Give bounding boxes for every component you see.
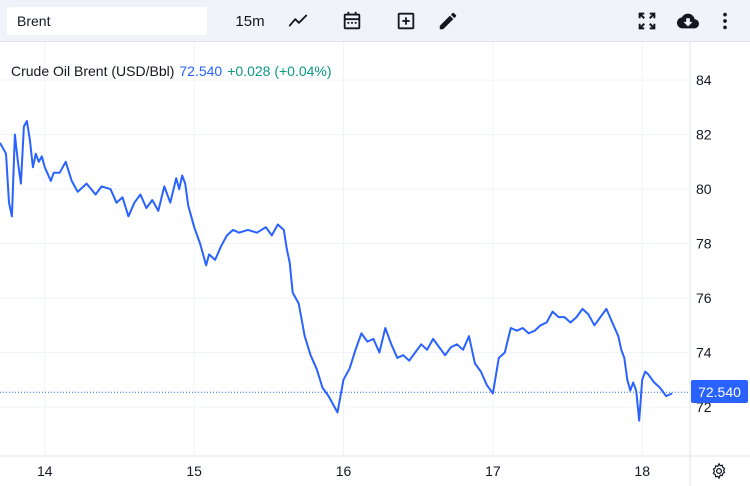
price-series-line	[0, 120, 673, 422]
fullscreen-icon[interactable]	[632, 6, 662, 36]
y-tick-label: 80	[696, 181, 712, 197]
x-tick-label: 16	[336, 463, 352, 479]
more-vertical-icon[interactable]	[710, 6, 740, 36]
add-box-icon[interactable]	[391, 6, 421, 36]
y-tick-label: 78	[696, 236, 712, 252]
calendar-icon[interactable]	[337, 6, 367, 36]
chart-area[interactable]: 72 74 76 78 80 82 84 14 15 16 17 18 Crude Oil Brent…	[0, 42, 750, 486]
chart-legend: Crude Oil Brent (USD/Bbl) 72.540 +0.028 …	[11, 63, 332, 79]
line-chart-icon[interactable]	[283, 6, 313, 36]
legend-change: +0.028 (+0.04%)	[227, 63, 332, 79]
x-tick-label: 15	[186, 463, 202, 479]
x-tick-label: 18	[634, 463, 650, 479]
symbol-search-input[interactable]	[6, 6, 208, 36]
y-tick-label: 84	[696, 72, 712, 88]
y-tick-label: 82	[696, 127, 712, 143]
legend-title: Crude Oil Brent (USD/Bbl)	[11, 63, 175, 79]
chart-toolbar: 15m	[0, 0, 750, 42]
pencil-icon[interactable]	[433, 6, 463, 36]
interval-button[interactable]: 15m	[235, 12, 265, 30]
cloud-download-icon[interactable]	[673, 6, 703, 36]
settings-gear-icon[interactable]	[708, 460, 730, 482]
x-tick-label: 14	[37, 463, 53, 479]
last-price-badge: 72.540	[691, 380, 748, 403]
x-tick-label: 17	[485, 463, 501, 479]
y-tick-label: 76	[696, 290, 712, 306]
legend-price: 72.540	[179, 63, 223, 79]
y-tick-label: 74	[696, 345, 712, 361]
